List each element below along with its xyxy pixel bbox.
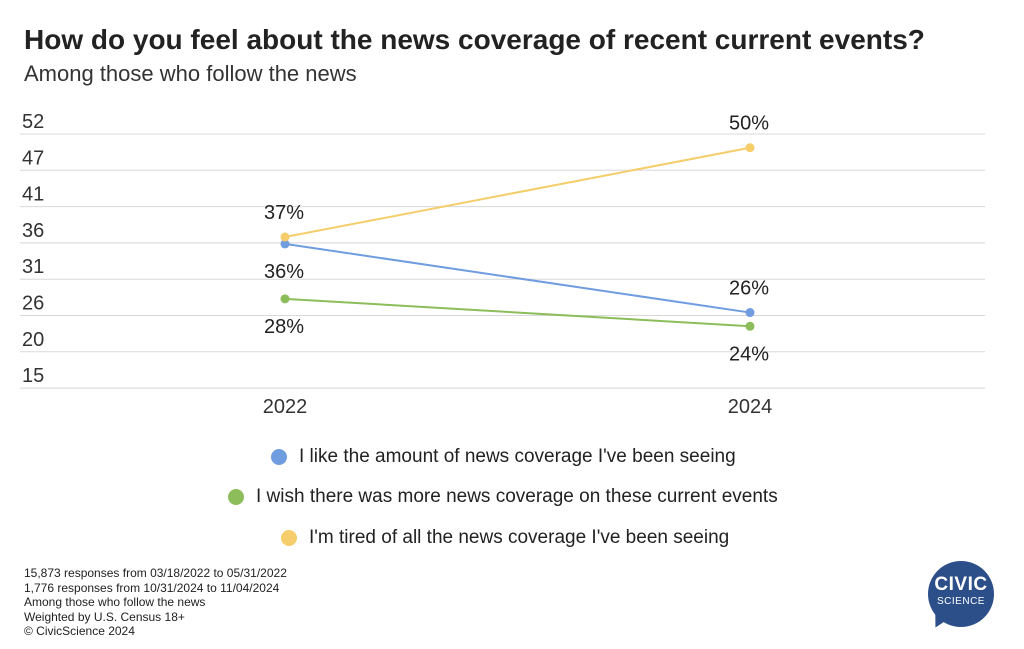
- data-point: [280, 232, 290, 242]
- y-axis: 52 47 41 36 31 26 20 15: [22, 111, 44, 387]
- data-label: 24%: [729, 343, 769, 365]
- data-point: [745, 321, 755, 331]
- footnote-responses-2024: 1,776 responses from 10/31/2024 to 11/04…: [24, 580, 280, 595]
- footnote-weighting: Weighted by U.S. Census 18+: [24, 609, 185, 624]
- legend-label-more: I wish there was more news coverage on t…: [256, 486, 778, 507]
- logo-text-civic: CIVIC: [934, 574, 988, 595]
- series-line: [284, 146, 751, 238]
- legend-item-more: I wish there was more news coverage on t…: [228, 486, 778, 508]
- legend-label-tired: I'm tired of all the news coverage I've …: [309, 527, 730, 548]
- footnote-responses-2022: 15,873 responses from 03/18/2022 to 05/3…: [24, 566, 287, 580]
- data-point: [745, 308, 755, 318]
- line-chart: 52 47 41 36 31 26 20 15 2022 2024 36% 26% 28% 24% 37…: [20, 111, 985, 418]
- data-labels: 36% 26% 28% 24% 37% 50%: [264, 113, 769, 366]
- y-tick-label: 26: [22, 293, 44, 315]
- data-label: 37%: [264, 202, 304, 224]
- gridlines: [20, 133, 985, 389]
- chart-title: How do you feel about the news coverage …: [24, 24, 925, 55]
- logo-text-science: SCIENCE: [937, 596, 985, 607]
- footnotes: 15,873 responses from 03/18/2022 to 05/3…: [24, 566, 287, 639]
- y-tick-label: 31: [22, 256, 44, 278]
- chart-subtitle: Among those who follow the news: [24, 61, 357, 86]
- series-lines: [284, 146, 751, 328]
- data-label: 50%: [729, 113, 769, 135]
- y-tick-label: 36: [22, 220, 44, 242]
- data-point: [745, 143, 755, 153]
- y-tick-label: 15: [22, 365, 44, 387]
- legend-dot-more: [228, 489, 244, 505]
- data-label: 26%: [729, 278, 769, 300]
- y-tick-label: 52: [22, 111, 44, 133]
- x-axis: 2022 2024: [263, 396, 773, 418]
- legend-item-tired: I'm tired of all the news coverage I've …: [281, 527, 729, 549]
- data-point: [280, 239, 290, 249]
- footnote-copyright: © CivicScience 2024: [24, 624, 135, 638]
- y-tick-label: 41: [22, 184, 44, 206]
- legend-dot-like: [271, 449, 287, 465]
- series-points: [280, 143, 755, 331]
- legend-dot-tired: [281, 530, 297, 546]
- series-line: [284, 297, 751, 328]
- y-tick-label: 47: [22, 147, 44, 169]
- data-label: 36%: [264, 261, 304, 283]
- civicscience-logo: CIVIC SCIENCE: [928, 561, 998, 632]
- footnote-population: Among those who follow the news: [24, 595, 206, 609]
- x-tick-label: 2022: [263, 396, 308, 418]
- series-line: [284, 242, 751, 314]
- data-label: 28%: [264, 316, 304, 338]
- legend-label-like: I like the amount of news coverage I've …: [299, 446, 736, 467]
- legend-item-like: I like the amount of news coverage I've …: [271, 446, 736, 468]
- x-tick-label: 2024: [728, 396, 773, 418]
- data-point: [280, 294, 290, 304]
- logo-circle: [928, 561, 994, 627]
- y-tick-label: 20: [22, 329, 44, 351]
